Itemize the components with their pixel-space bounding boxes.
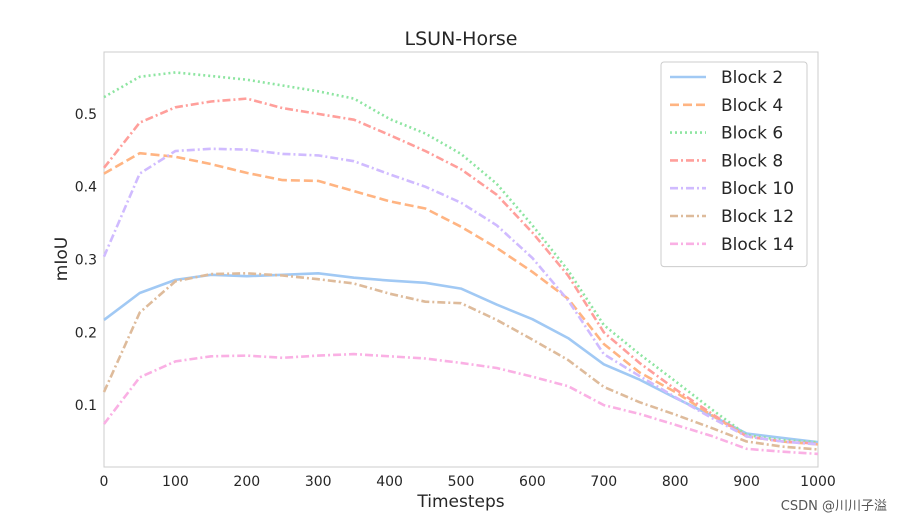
legend-label: Block 2	[721, 68, 783, 88]
chart-title: LSUN-Horse	[405, 28, 518, 50]
x-axis-label: Timesteps	[416, 492, 504, 512]
y-tick-label: 0.2	[75, 325, 97, 341]
y-tick-label: 0.3	[75, 253, 97, 269]
y-tick-label: 0.1	[75, 398, 97, 414]
legend: Block 2 Block 4 Block 6 Block 8 Block 10 Bloc…	[660, 61, 808, 268]
series-line-block-8	[102, 97, 819, 445]
series-line-block-2	[103, 271, 819, 444]
x-tick-label: 100	[162, 474, 189, 490]
x-tick-label: 0	[100, 474, 109, 490]
x-tick-label: 600	[519, 474, 546, 490]
legend-label: Block 6	[721, 124, 783, 144]
legend-label: Block 14	[721, 235, 794, 255]
series-line-block-12	[102, 271, 819, 451]
y-axis: 0.1 0.2 0.3 0.4 0.5	[75, 107, 97, 414]
series-line-block-14	[102, 352, 819, 456]
x-tick-label: 500	[448, 474, 475, 490]
x-tick-label: 300	[305, 474, 332, 490]
y-axis-label: mIoU	[52, 237, 72, 281]
x-tick-label: 400	[376, 474, 403, 490]
series-line-block-10	[102, 147, 819, 446]
x-tick-label: 700	[590, 474, 617, 490]
x-axis: 0 100 200 300 400 500 600 700 800 900 1000	[100, 474, 836, 490]
y-tick-label: 0.5	[75, 107, 97, 123]
legend-label: Block 10	[721, 179, 794, 199]
plot-area	[103, 51, 819, 468]
legend-label: Block 8	[721, 151, 783, 171]
x-tick-label: 200	[233, 474, 260, 490]
series-group	[102, 71, 819, 456]
legend-label: Block 4	[721, 96, 783, 116]
x-tick-label: 800	[662, 474, 689, 490]
x-tick-label: 900	[733, 474, 760, 490]
x-tick-label: 1000	[800, 474, 836, 490]
y-tick-label: 0.4	[75, 180, 97, 196]
watermark: CSDN @川川子溢	[780, 499, 887, 514]
legend-label: Block 12	[721, 207, 794, 227]
series-line-block-4	[103, 151, 819, 446]
